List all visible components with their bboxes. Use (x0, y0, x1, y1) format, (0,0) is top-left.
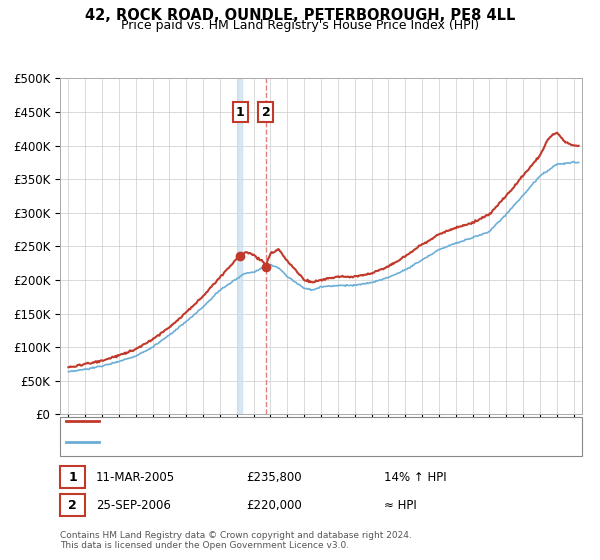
Text: 11-MAR-2005: 11-MAR-2005 (96, 470, 175, 484)
Text: Contains HM Land Registry data © Crown copyright and database right 2024.
This d: Contains HM Land Registry data © Crown c… (60, 530, 412, 550)
Text: £220,000: £220,000 (246, 498, 302, 512)
Bar (238, 78, 242, 414)
Text: Price paid vs. HM Land Registry's House Price Index (HPI): Price paid vs. HM Land Registry's House … (121, 19, 479, 32)
Text: 2: 2 (68, 498, 77, 512)
Text: 42, ROCK ROAD, OUNDLE, PETERBOROUGH, PE8 4LL (detached house): 42, ROCK ROAD, OUNDLE, PETERBOROUGH, PE8… (105, 416, 493, 426)
Text: £235,800: £235,800 (246, 470, 302, 484)
Text: 42, ROCK ROAD, OUNDLE, PETERBOROUGH, PE8 4LL: 42, ROCK ROAD, OUNDLE, PETERBOROUGH, PE8… (85, 8, 515, 24)
Text: 2: 2 (262, 105, 271, 119)
Text: 1: 1 (68, 470, 77, 484)
Text: 25-SEP-2006: 25-SEP-2006 (96, 498, 171, 512)
Text: 1: 1 (236, 105, 244, 119)
Text: HPI: Average price, detached house, North Northamptonshire: HPI: Average price, detached house, Nort… (105, 437, 441, 447)
Text: ≈ HPI: ≈ HPI (384, 498, 417, 512)
Text: 14% ↑ HPI: 14% ↑ HPI (384, 470, 446, 484)
